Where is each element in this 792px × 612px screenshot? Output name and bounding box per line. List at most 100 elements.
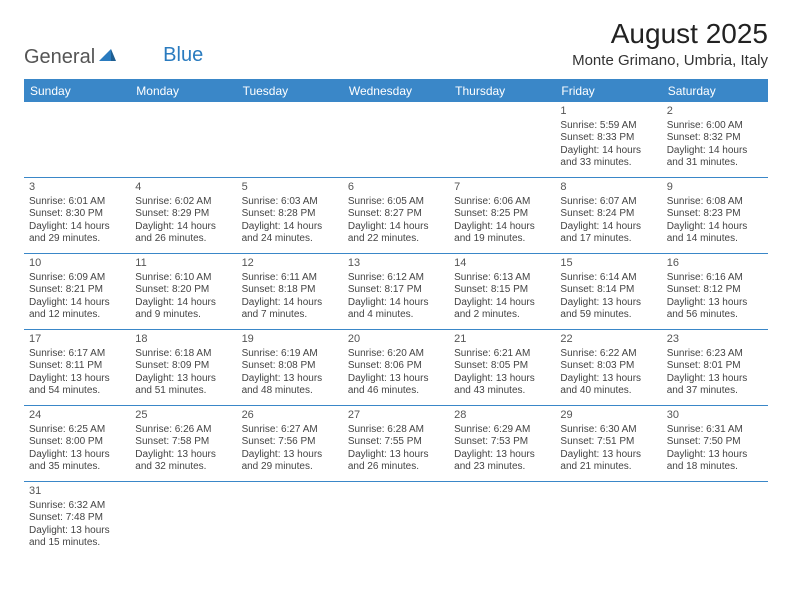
title-block: August 2025 Monte Grimano, Umbria, Italy (572, 18, 768, 69)
daylight-text: Daylight: 14 hours and 7 minutes. (242, 297, 338, 322)
sunset-text: Sunset: 8:28 PM (242, 208, 338, 221)
day-number: 14 (454, 257, 550, 271)
dayhead-mon: Monday (130, 80, 236, 102)
calendar-cell: 31Sunrise: 6:32 AMSunset: 7:48 PMDayligh… (24, 482, 130, 558)
calendar-cell (130, 102, 236, 178)
calendar-cell (449, 482, 555, 558)
day-number: 25 (135, 409, 231, 423)
sunset-text: Sunset: 8:08 PM (242, 360, 338, 373)
sunrise-text: Sunrise: 6:00 AM (667, 120, 763, 133)
sunrise-text: Sunrise: 6:25 AM (29, 424, 125, 437)
calendar-cell: 4Sunrise: 6:02 AMSunset: 8:29 PMDaylight… (130, 178, 236, 254)
sunrise-text: Sunrise: 6:30 AM (560, 424, 656, 437)
day-number: 3 (29, 181, 125, 195)
sunrise-text: Sunrise: 6:29 AM (454, 424, 550, 437)
sunset-text: Sunset: 8:33 PM (560, 132, 656, 145)
calendar-cell: 12Sunrise: 6:11 AMSunset: 8:18 PMDayligh… (237, 254, 343, 330)
calendar-cell: 29Sunrise: 6:30 AMSunset: 7:51 PMDayligh… (555, 406, 661, 482)
daylight-text: Daylight: 14 hours and 19 minutes. (454, 221, 550, 246)
day-number: 24 (29, 409, 125, 423)
sunrise-text: Sunrise: 6:21 AM (454, 348, 550, 361)
day-number: 19 (242, 333, 338, 347)
sunrise-text: Sunrise: 6:22 AM (560, 348, 656, 361)
day-number: 22 (560, 333, 656, 347)
daylight-text: Daylight: 14 hours and 22 minutes. (348, 221, 444, 246)
day-number: 1 (560, 105, 656, 119)
sunrise-text: Sunrise: 6:23 AM (667, 348, 763, 361)
day-number: 23 (667, 333, 763, 347)
page-title: August 2025 (572, 18, 768, 50)
calendar-cell: 13Sunrise: 6:12 AMSunset: 8:17 PMDayligh… (343, 254, 449, 330)
day-number: 29 (560, 409, 656, 423)
sunrise-text: Sunrise: 6:20 AM (348, 348, 444, 361)
day-number: 17 (29, 333, 125, 347)
sunrise-text: Sunrise: 6:19 AM (242, 348, 338, 361)
sunrise-text: Sunrise: 6:16 AM (667, 272, 763, 285)
sunset-text: Sunset: 8:09 PM (135, 360, 231, 373)
calendar-grid: Sunday Monday Tuesday Wednesday Thursday… (24, 79, 768, 558)
sunset-text: Sunset: 8:32 PM (667, 132, 763, 145)
day-number: 21 (454, 333, 550, 347)
sunrise-text: Sunrise: 6:09 AM (29, 272, 125, 285)
calendar-cell: 14Sunrise: 6:13 AMSunset: 8:15 PMDayligh… (449, 254, 555, 330)
daylight-text: Daylight: 14 hours and 4 minutes. (348, 297, 444, 322)
daylight-text: Daylight: 13 hours and 37 minutes. (667, 373, 763, 398)
sunrise-text: Sunrise: 6:26 AM (135, 424, 231, 437)
calendar-cell: 23Sunrise: 6:23 AMSunset: 8:01 PMDayligh… (662, 330, 768, 406)
day-number: 7 (454, 181, 550, 195)
day-number: 8 (560, 181, 656, 195)
sunset-text: Sunset: 8:05 PM (454, 360, 550, 373)
logo: General Blue (24, 46, 157, 69)
sunset-text: Sunset: 8:20 PM (135, 284, 231, 297)
calendar-cell: 22Sunrise: 6:22 AMSunset: 8:03 PMDayligh… (555, 330, 661, 406)
sunrise-text: Sunrise: 6:03 AM (242, 196, 338, 209)
day-number: 28 (454, 409, 550, 423)
sunrise-text: Sunrise: 6:06 AM (454, 196, 550, 209)
daylight-text: Daylight: 14 hours and 31 minutes. (667, 145, 763, 170)
sunset-text: Sunset: 8:01 PM (667, 360, 763, 373)
calendar-cell: 11Sunrise: 6:10 AMSunset: 8:20 PMDayligh… (130, 254, 236, 330)
sunrise-text: Sunrise: 6:07 AM (560, 196, 656, 209)
sunset-text: Sunset: 7:53 PM (454, 436, 550, 449)
calendar-cell: 3Sunrise: 6:01 AMSunset: 8:30 PMDaylight… (24, 178, 130, 254)
day-number: 18 (135, 333, 231, 347)
daylight-text: Daylight: 14 hours and 14 minutes. (667, 221, 763, 246)
location-text: Monte Grimano, Umbria, Italy (572, 52, 768, 69)
calendar-cell: 20Sunrise: 6:20 AMSunset: 8:06 PMDayligh… (343, 330, 449, 406)
daylight-text: Daylight: 14 hours and 9 minutes. (135, 297, 231, 322)
daylight-text: Daylight: 14 hours and 2 minutes. (454, 297, 550, 322)
sunset-text: Sunset: 8:18 PM (242, 284, 338, 297)
calendar-cell: 9Sunrise: 6:08 AMSunset: 8:23 PMDaylight… (662, 178, 768, 254)
day-number: 30 (667, 409, 763, 423)
daylight-text: Daylight: 13 hours and 21 minutes. (560, 449, 656, 474)
calendar-cell: 19Sunrise: 6:19 AMSunset: 8:08 PMDayligh… (237, 330, 343, 406)
calendar-cell: 21Sunrise: 6:21 AMSunset: 8:05 PMDayligh… (449, 330, 555, 406)
sunrise-text: Sunrise: 6:32 AM (29, 500, 125, 513)
logo-sail-icon (97, 46, 117, 69)
calendar-cell (24, 102, 130, 178)
daylight-text: Daylight: 13 hours and 40 minutes. (560, 373, 656, 398)
logo-text-general: General (24, 46, 95, 69)
calendar-cell: 1Sunrise: 5:59 AMSunset: 8:33 PMDaylight… (555, 102, 661, 178)
sunrise-text: Sunrise: 6:08 AM (667, 196, 763, 209)
sunrise-text: Sunrise: 6:17 AM (29, 348, 125, 361)
daylight-text: Daylight: 13 hours and 51 minutes. (135, 373, 231, 398)
calendar-cell: 26Sunrise: 6:27 AMSunset: 7:56 PMDayligh… (237, 406, 343, 482)
calendar-cell: 27Sunrise: 6:28 AMSunset: 7:55 PMDayligh… (343, 406, 449, 482)
sunrise-text: Sunrise: 6:01 AM (29, 196, 125, 209)
day-number: 13 (348, 257, 444, 271)
day-number: 9 (667, 181, 763, 195)
sunrise-text: Sunrise: 6:14 AM (560, 272, 656, 285)
sunset-text: Sunset: 8:25 PM (454, 208, 550, 221)
sunset-text: Sunset: 7:55 PM (348, 436, 444, 449)
dayhead-wed: Wednesday (343, 80, 449, 102)
calendar-cell (662, 482, 768, 558)
daylight-text: Daylight: 13 hours and 48 minutes. (242, 373, 338, 398)
daylight-text: Daylight: 13 hours and 56 minutes. (667, 297, 763, 322)
header: General Blue August 2025 Monte Grimano, … (24, 18, 768, 69)
day-number: 11 (135, 257, 231, 271)
day-number: 6 (348, 181, 444, 195)
calendar-cell (237, 102, 343, 178)
sunset-text: Sunset: 7:51 PM (560, 436, 656, 449)
daylight-text: Daylight: 14 hours and 12 minutes. (29, 297, 125, 322)
